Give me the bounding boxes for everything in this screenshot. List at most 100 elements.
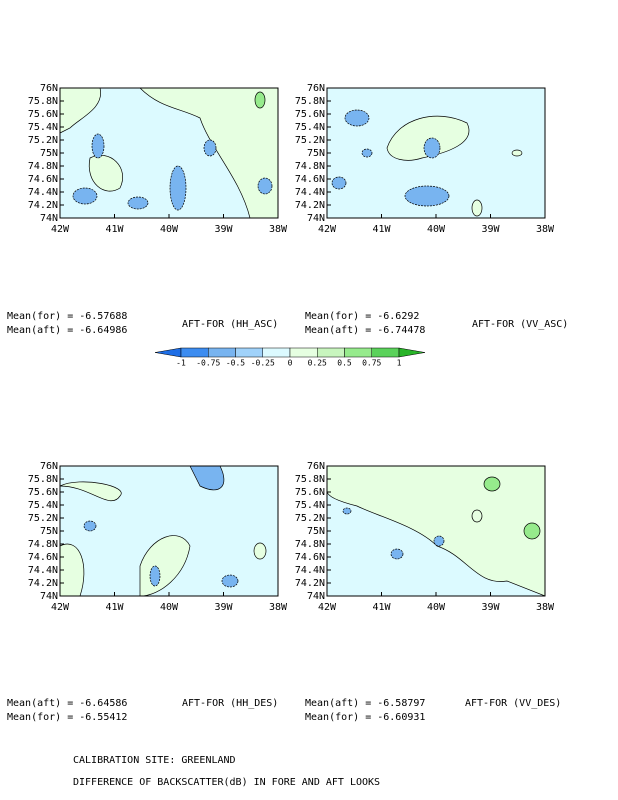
- y-tick-label: 75.4N: [28, 500, 58, 511]
- colorbar-end: [398, 347, 426, 358]
- y-tick-label: 74.2N: [295, 200, 325, 211]
- colorbar-label: -1: [176, 359, 186, 368]
- y-tick-label: 74.8N: [28, 161, 58, 172]
- y-tick-label: 74.4N: [295, 187, 325, 198]
- y-tick-label: 75.6N: [295, 109, 325, 120]
- y-tick-label: 74.8N: [295, 539, 325, 550]
- y-tick-label: 75.8N: [28, 474, 58, 485]
- colorbar-box: [235, 347, 263, 358]
- footer-line: CALIBRATION SITE: GREENLAND: [73, 755, 236, 766]
- y-tick-label: 74N: [40, 591, 58, 602]
- y-tick-label: 74.2N: [28, 200, 58, 211]
- colorbar-label: 0.5: [337, 359, 352, 368]
- y-tick-label: 74.8N: [295, 161, 325, 172]
- y-tick-label: 76N: [307, 461, 325, 472]
- y-tick-label: 75.8N: [295, 96, 325, 107]
- contour-area: [511, 149, 523, 157]
- y-tick-label: 75.8N: [28, 96, 58, 107]
- contour-area: [149, 565, 161, 587]
- contour-area: [390, 548, 404, 560]
- panel-title: AFT-FOR (VV_DES): [465, 698, 561, 709]
- mean-stat: Mean(for) = -6.55412: [7, 712, 127, 723]
- colorbar-label: 0.25: [308, 359, 327, 368]
- mean-stat: Mean(for) = -6.57688: [7, 311, 127, 322]
- panel-title: AFT-FOR (HH_DES): [182, 698, 278, 709]
- x-tick-label: 42W: [318, 602, 337, 613]
- y-tick-label: 75N: [307, 148, 325, 159]
- contour-area: [221, 574, 239, 588]
- y-tick-label: 74.6N: [28, 552, 58, 563]
- y-tick-label: 75N: [40, 148, 58, 159]
- mean-stat: Mean(aft) = -6.74478: [305, 325, 425, 336]
- x-tick-label: 40W: [427, 602, 446, 613]
- x-tick-label: 40W: [160, 602, 179, 613]
- y-tick-label: 75.2N: [295, 135, 325, 146]
- colorbar-label: 1: [397, 359, 402, 368]
- contour-area: [331, 176, 347, 190]
- colorbar-box: [344, 347, 372, 358]
- colorbar-box: [317, 347, 345, 358]
- y-tick-label: 74.4N: [295, 565, 325, 576]
- contour-panel: 76N 75.8N 75.6N 75.4N 75.2N 75N 74.8N 74.6N 74.4…: [28, 83, 288, 235]
- x-tick-label: 41W: [372, 602, 391, 613]
- y-tick-label: 75.6N: [28, 109, 58, 120]
- y-tick-label: 74.4N: [28, 187, 58, 198]
- contour-area: [59, 481, 122, 502]
- colorbar-end: [154, 347, 182, 358]
- colorbar-label: -0.75: [196, 359, 220, 368]
- colorbar-box: [180, 347, 209, 358]
- x-tick-label: 40W: [427, 224, 446, 235]
- contour-area: [72, 187, 98, 205]
- y-tick-label: 74.6N: [295, 552, 325, 563]
- x-tick-label: 38W: [269, 224, 288, 235]
- y-tick-label: 74N: [307, 213, 325, 224]
- y-tick-label: 75.4N: [295, 122, 325, 133]
- y-tick-label: 76N: [40, 83, 58, 94]
- x-tick-label: 42W: [51, 602, 70, 613]
- contour-area: [471, 199, 483, 217]
- colorbar-label: -0.25: [251, 359, 275, 368]
- mean-stat: Mean(aft) = -6.58797: [305, 698, 425, 709]
- contour-area: [83, 520, 97, 532]
- contour-area: [169, 165, 187, 211]
- contour-area: [88, 155, 123, 192]
- y-tick-label: 75.4N: [295, 500, 325, 511]
- x-tick-label: 39W: [481, 224, 500, 235]
- y-tick-label: 74N: [40, 213, 58, 224]
- contour-area: [433, 535, 445, 547]
- colorbar-box: [371, 347, 400, 358]
- y-tick-label: 75.8N: [295, 474, 325, 485]
- footer-line: DIFFERENCE OF BACKSCATTER(dB) IN FORE AN…: [73, 777, 380, 788]
- panel-title: AFT-FOR (HH_ASC): [182, 319, 278, 330]
- colorbar-box: [262, 347, 291, 358]
- x-tick-label: 38W: [536, 224, 555, 235]
- y-tick-label: 76N: [307, 83, 325, 94]
- contour-area: [139, 87, 279, 219]
- colorbar-label: -0.5: [226, 359, 245, 368]
- x-tick-label: 42W: [51, 224, 70, 235]
- y-tick-label: 75.6N: [28, 487, 58, 498]
- contour-area: [423, 137, 441, 159]
- x-tick-label: 39W: [481, 602, 500, 613]
- y-tick-label: 74.2N: [28, 578, 58, 589]
- x-tick-label: 41W: [372, 224, 391, 235]
- y-tick-label: 75.2N: [28, 513, 58, 524]
- colorbar-box: [289, 347, 318, 358]
- y-tick-label: 74.6N: [28, 174, 58, 185]
- colorbar-label: 0: [288, 359, 293, 368]
- y-tick-label: 74.6N: [295, 174, 325, 185]
- y-tick-label: 74.4N: [28, 565, 58, 576]
- x-tick-label: 38W: [269, 602, 288, 613]
- y-tick-label: 74.2N: [295, 578, 325, 589]
- contour-area: [59, 87, 101, 134]
- y-tick-label: 75.6N: [295, 487, 325, 498]
- contour-panel: 76N 75.8N 75.6N 75.4N 75.2N 75N 74.8N 74.6N 74.4…: [295, 461, 555, 613]
- colorbar-label: 0.75: [362, 359, 381, 368]
- y-tick-label: 75N: [307, 526, 325, 537]
- contour-area: [361, 148, 373, 158]
- contour-area: [523, 522, 541, 540]
- x-tick-label: 41W: [105, 224, 124, 235]
- x-tick-label: 39W: [214, 602, 233, 613]
- contour-area: [254, 91, 266, 109]
- contour-area: [253, 542, 267, 560]
